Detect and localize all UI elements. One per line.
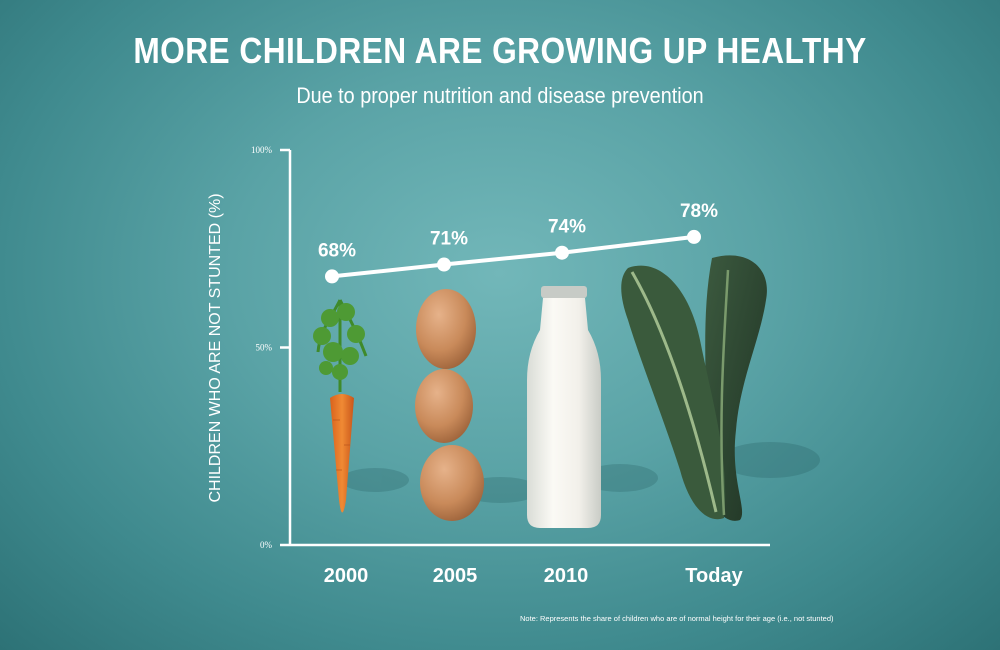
x-tick-label: Today xyxy=(685,565,743,587)
x-tick-label: 2010 xyxy=(544,565,589,587)
y-ticks: 0% 50% 100% xyxy=(251,145,290,550)
data-label: 71% xyxy=(430,229,468,250)
carrot-icon xyxy=(313,299,368,513)
kale-icon xyxy=(621,255,767,521)
chart-subtitle: Due to proper nutrition and disease prev… xyxy=(296,83,704,108)
data-label: 68% xyxy=(318,240,356,261)
x-tick-label: 2000 xyxy=(324,565,369,587)
x-ticks: 2000 2005 2010 Today xyxy=(324,565,744,587)
data-label: 78% xyxy=(680,201,718,222)
y-tick-label: 100% xyxy=(251,145,273,155)
milk-bottle-icon xyxy=(527,286,601,528)
data-label: 74% xyxy=(548,217,586,238)
y-tick-label: 0% xyxy=(260,540,273,550)
chart-title: MORE CHILDREN ARE GROWING UP HEALTHY xyxy=(133,30,867,71)
y-tick-label: 50% xyxy=(256,343,273,353)
data-point xyxy=(437,257,451,272)
data-point xyxy=(687,229,701,244)
eggs-icon xyxy=(415,289,484,521)
x-tick-label: 2005 xyxy=(433,565,478,587)
series-polyline xyxy=(330,234,696,279)
series-line: 68% 71% 74% 78% xyxy=(318,201,718,284)
data-point xyxy=(555,245,569,260)
footnote: Note: Represents the share of children w… xyxy=(520,614,834,623)
data-point xyxy=(325,269,339,284)
